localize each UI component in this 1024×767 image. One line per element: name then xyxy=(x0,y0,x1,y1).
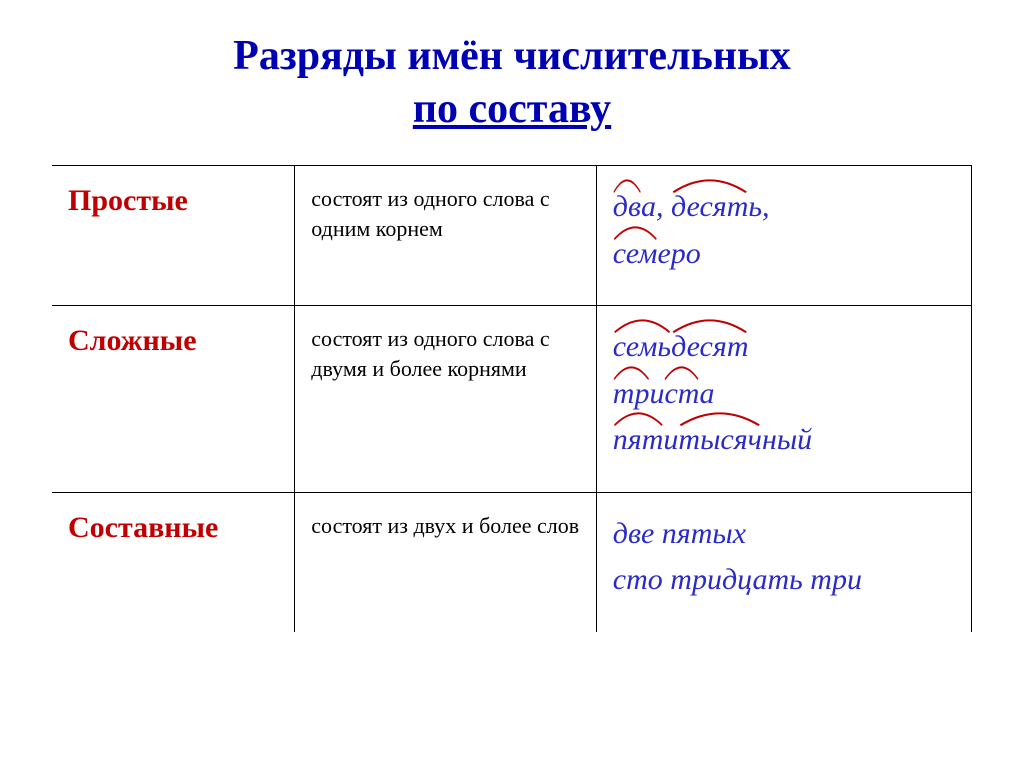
examples-cell: два, десять, семеро xyxy=(596,166,971,306)
classification-table: Простые состоят из одного слова с одним к… xyxy=(52,165,972,632)
root-morpheme: тысяч xyxy=(678,417,762,464)
example-line: пятитысячный xyxy=(613,417,959,464)
examples-text: семьдесяттристапятитысячный xyxy=(613,324,959,464)
examples-cell: семьдесяттристапятитысячный xyxy=(596,306,971,493)
root-morpheme: семь xyxy=(613,324,671,371)
root-morpheme: дв xyxy=(613,184,641,231)
examples-cell: две пятыхсто тридцать три xyxy=(596,492,971,632)
definition-cell: состоят из одного слова с одним корнем xyxy=(295,166,597,306)
root-morpheme: десят xyxy=(671,184,748,231)
example-line: две пятых xyxy=(613,511,959,558)
definition-cell: состоят из двух и более слов xyxy=(295,492,597,632)
category-cell: Сложные xyxy=(52,306,295,493)
example-line: сто тридцать три xyxy=(613,557,959,604)
table-row: Составные состоят из двух и более слов две… xyxy=(52,492,972,632)
category-label: Простые xyxy=(68,184,188,217)
root-morpheme: тр xyxy=(613,371,650,418)
examples-text: две пятыхсто тридцать три xyxy=(613,511,959,604)
category-cell: Составные xyxy=(52,492,295,632)
root-morpheme: десят xyxy=(671,324,748,371)
root-morpheme: пят xyxy=(613,417,664,464)
example-line: два, десять, xyxy=(613,184,959,231)
title-line-2: по составу xyxy=(413,86,611,132)
definition-text: состоят из одного слова с двумя и более … xyxy=(311,324,584,383)
category-label: Составные xyxy=(68,511,218,544)
examples-text: два, десять, семеро xyxy=(613,184,959,277)
slide-title: Разряды имён числительных по составу xyxy=(50,30,974,135)
category-cell: Простые xyxy=(52,166,295,306)
example-line: семьдесят xyxy=(613,324,959,371)
root-morpheme: ст xyxy=(664,371,699,418)
definition-cell: состоят из одного слова с двумя и более … xyxy=(295,306,597,493)
title-line-1: Разряды имён числительных xyxy=(233,33,791,79)
category-label: Сложные xyxy=(68,324,197,357)
slide: Разряды имён числительных по составу Про… xyxy=(0,0,1024,767)
table-row: Простые состоят из одного слова с одним к… xyxy=(52,166,972,306)
definition-text: состоят из двух и более слов xyxy=(311,511,584,541)
root-morpheme: сем xyxy=(613,231,658,278)
example-line: триста xyxy=(613,371,959,418)
table-row: Сложные состоят из одного слова с двумя и… xyxy=(52,306,972,493)
example-line: семеро xyxy=(613,231,959,278)
definition-text: состоят из одного слова с одним корнем xyxy=(311,184,584,243)
table-body: Простые состоят из одного слова с одним к… xyxy=(52,166,972,632)
